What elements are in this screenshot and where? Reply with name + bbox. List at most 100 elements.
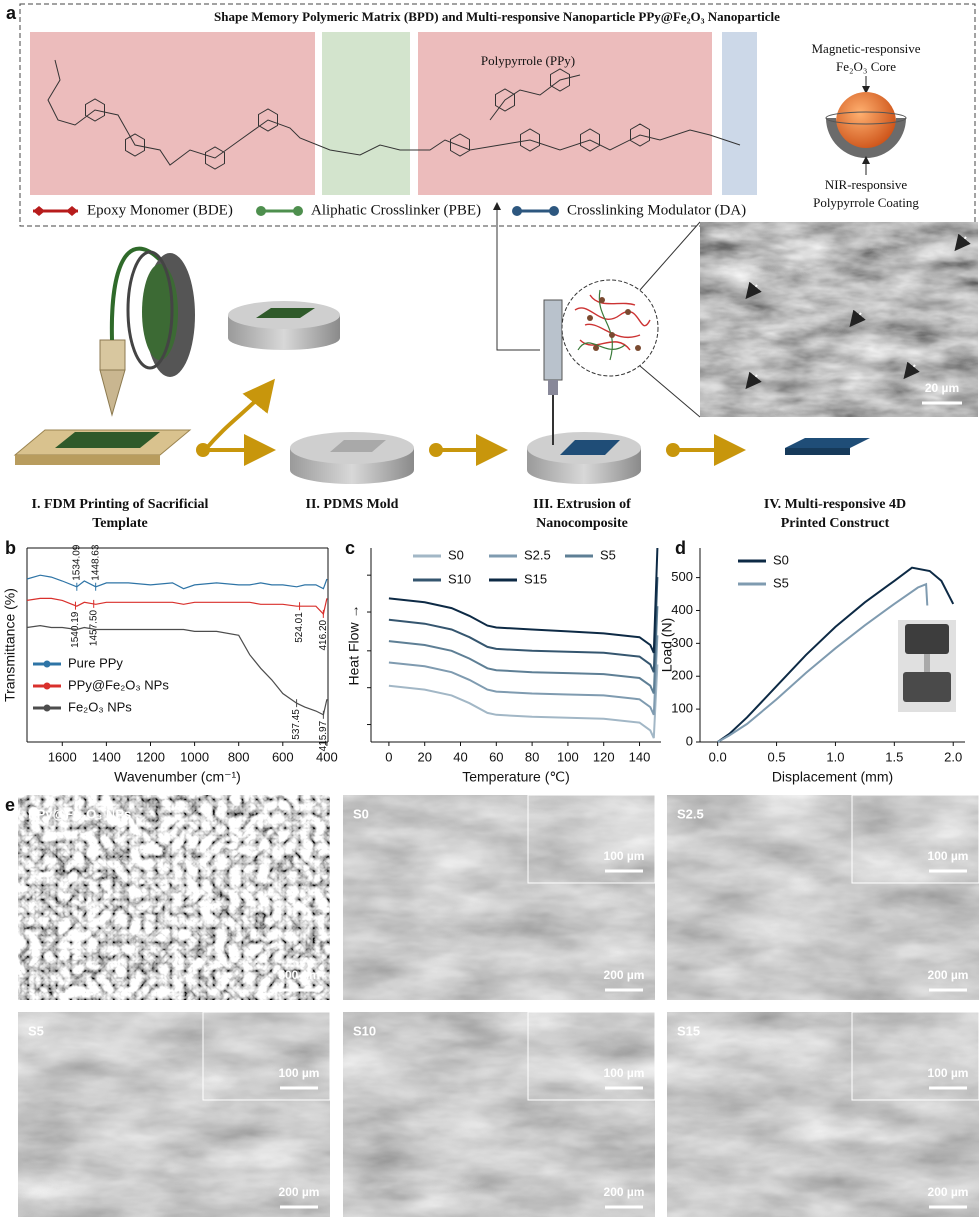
scale-label: 200 µm <box>604 1185 645 1199</box>
da-region <box>722 32 757 195</box>
sem-image <box>343 1012 655 1217</box>
nanocomposite <box>560 440 620 455</box>
series-line <box>388 547 659 654</box>
series-line <box>26 624 328 716</box>
network <box>577 289 626 361</box>
bde-region <box>30 32 315 195</box>
flow-arrows <box>203 378 746 466</box>
network <box>574 294 651 351</box>
annotation-label: 1534.09 <box>71 544 82 581</box>
x-tick-label: 80 <box>525 749 539 764</box>
image-label: S10 <box>353 1023 376 1038</box>
particles <box>587 297 641 351</box>
scale-label: 200 µm <box>604 968 645 982</box>
legend-label: Fe₂O₃ NPs <box>68 699 132 714</box>
link-arrow <box>493 202 540 351</box>
flow-dots <box>196 443 680 457</box>
legend-marker <box>43 660 51 668</box>
panel-e: e PPy@Fe₂O₃ NPs 500 nm S0 200 µm 100 µm S2.5 20… <box>5 794 980 1217</box>
core-label: Fe₂O₃ Core <box>836 59 896 74</box>
series-line <box>717 566 955 743</box>
scale-label: 500 nm <box>278 968 319 982</box>
series-line <box>717 582 929 743</box>
legend: Epoxy Monomer (BDE) Aliphatic Crosslinker… <box>33 202 746 218</box>
y-tick-label: 400 <box>671 602 693 617</box>
scale-label: 100 µm <box>604 1066 645 1080</box>
sem-image <box>667 1012 979 1217</box>
step-label: I. FDM Printing of Sacrificial <box>32 497 209 512</box>
annotation-label: 1457.50 <box>88 609 99 646</box>
image-label: S5 <box>28 1023 44 1038</box>
y-tick-label: 0 <box>686 733 693 748</box>
spool-rim <box>126 250 174 370</box>
structure-backbone <box>47 59 741 166</box>
legend-label: S0 <box>773 552 789 567</box>
y-axis-label: Transmittance (%) <box>2 588 18 702</box>
panel-letter: e <box>5 795 15 815</box>
x-tick-label: 2.0 <box>944 749 962 764</box>
x-axis-label: Wavenumber (cm⁻¹) <box>114 769 241 785</box>
printed-construct-edge <box>785 448 850 455</box>
grip <box>903 672 951 702</box>
x-tick-label: 0.0 <box>709 749 727 764</box>
legend-label: Epoxy Monomer (BDE) <box>87 202 233 218</box>
x-tick-label: 800 <box>228 749 250 764</box>
x-tick-label: 1000 <box>180 749 209 764</box>
x-tick-label: 1.0 <box>826 749 844 764</box>
sem-image <box>343 795 655 1000</box>
shell <box>826 118 906 158</box>
series-line <box>26 574 328 590</box>
image-label: PPy@Fe₂O₃ NPs <box>28 806 131 821</box>
legend-label: S5 <box>600 547 616 562</box>
bde-region <box>418 32 712 195</box>
legend-marker <box>33 206 45 216</box>
inset-frame <box>202 1011 331 1101</box>
series-line <box>388 635 659 716</box>
coating-label: Polypyrrole Coating <box>813 195 919 210</box>
x-tick-label: 1.5 <box>885 749 903 764</box>
inset-frame <box>527 1011 656 1101</box>
annotation-label: 537.45 <box>291 709 302 740</box>
image-label: S2.5 <box>677 806 704 821</box>
legend-label: Aliphatic Crosslinker (PBE) <box>311 202 481 218</box>
image-label: S0 <box>353 806 369 821</box>
x-tick-label: 1600 <box>48 749 77 764</box>
x-tick-label: 40 <box>453 749 467 764</box>
legend-marker <box>549 206 559 216</box>
panel-a: a Shape Memory Polymeric Matrix (BPD) an… <box>6 3 976 227</box>
panel-letter: c <box>345 538 355 558</box>
step-label: IV. Multi-responsive 4D <box>764 497 906 512</box>
x-tick-label: 100 <box>557 749 579 764</box>
annotation-label: 524.01 <box>294 612 305 643</box>
scale-label: 100 µm <box>928 849 969 863</box>
annotation-label: 415.97 <box>318 720 329 751</box>
step-label: III. Extrusion of <box>533 497 631 512</box>
y-tick-label: 100 <box>671 701 693 716</box>
specimen <box>924 654 930 672</box>
ring <box>450 133 470 157</box>
legend-marker <box>512 206 522 216</box>
benzene-rings <box>85 68 650 170</box>
platform-edge <box>15 455 160 465</box>
ring <box>550 68 570 92</box>
legend-label: PPy@Fe₂O₃ NPs <box>68 677 169 692</box>
image-label: S15 <box>677 1023 700 1038</box>
x-tick-label: 600 <box>272 749 294 764</box>
printed-construct <box>785 438 870 448</box>
series-line <box>26 597 328 616</box>
ring <box>520 128 540 152</box>
x-tick-label: 60 <box>489 749 503 764</box>
series-line <box>388 577 659 673</box>
core-label: Magnetic-responsive <box>811 41 920 56</box>
scale-label: 100 µm <box>279 1066 320 1080</box>
scale-label: 20 µm <box>925 381 959 395</box>
sem-image <box>18 795 330 1000</box>
x-tick-label: 120 <box>593 749 615 764</box>
y-axis-label: Load (N) <box>659 618 675 672</box>
zoom-circle <box>561 279 659 377</box>
shell-rim <box>825 111 907 125</box>
x-tick-label: 20 <box>417 749 431 764</box>
